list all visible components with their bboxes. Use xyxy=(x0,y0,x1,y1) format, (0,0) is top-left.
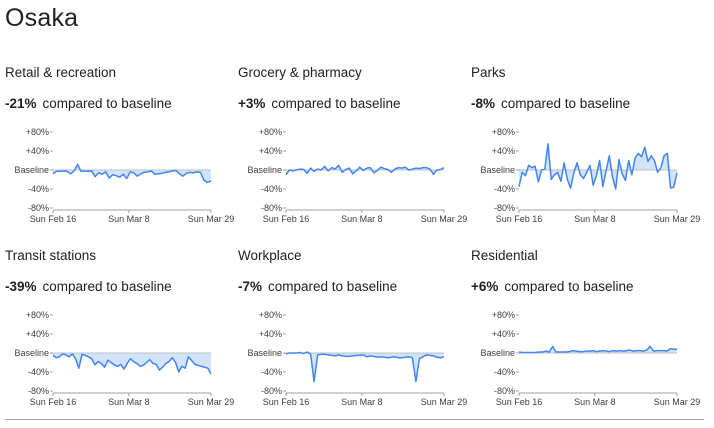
panel-transit-stations: Transit stations -39% compared to baseline… xyxy=(5,248,235,428)
x-tick-label: Sun Feb 16 xyxy=(263,214,310,224)
y-tick-label: +80% xyxy=(26,310,49,320)
panel-residential: Residential +6% compared to baseline +80% +4… xyxy=(471,248,701,428)
category-title: Transit stations xyxy=(5,248,97,263)
y-tick-label: Baseline xyxy=(480,165,515,175)
y-tick-label: -80% xyxy=(494,203,515,213)
x-tick-label: Sun Feb 16 xyxy=(30,397,77,407)
y-tick-label: +40% xyxy=(26,329,49,339)
panel-parks: Parks -8% compared to baseline +80% +40% Base… xyxy=(471,65,701,245)
summary-line: +3% compared to baseline xyxy=(238,96,401,111)
x-tick-label: Sun Mar 8 xyxy=(574,214,616,224)
y-tick-label: +40% xyxy=(492,146,515,156)
bottom-divider xyxy=(5,419,704,420)
y-tick-label: Baseline xyxy=(480,348,515,358)
y-tick-label: +80% xyxy=(492,127,515,137)
y-tick-label: -80% xyxy=(261,386,282,396)
x-tick-label: Sun Feb 16 xyxy=(496,397,543,407)
summary-line: -21% compared to baseline xyxy=(5,96,172,111)
y-tick-label: -40% xyxy=(28,367,49,377)
x-tick-label: Sun Mar 8 xyxy=(341,397,383,407)
chart-retail-and-recreation: +80% +40% Baseline -40% -80%Sun Feb 16 Sun Ma… xyxy=(14,127,235,224)
chart-parks: +80% +40% Baseline -40% -80%Sun Feb 16 Sun Ma… xyxy=(480,127,701,224)
summary-line: -7% compared to baseline xyxy=(238,279,397,294)
y-tick-label: +80% xyxy=(259,310,282,320)
y-tick-label: +40% xyxy=(259,329,282,339)
y-tick-label: +80% xyxy=(259,127,282,137)
panel-workplace: Workplace -7% compared to baseline +80% +40%… xyxy=(238,248,468,428)
panel-grocery-and-pharmacy: Grocery & pharmacy +3% compared to baselin… xyxy=(238,65,468,245)
change-percent: -8% xyxy=(471,96,496,111)
chart-grocery-and-pharmacy: +80% +40% Baseline -40% -80%Sun Feb 16 Sun Ma… xyxy=(247,127,468,224)
x-tick-label: Sun Mar 29 xyxy=(654,214,701,224)
x-tick-label: Sun Feb 16 xyxy=(263,397,310,407)
change-percent: +3% xyxy=(238,96,266,111)
change-percent: -39% xyxy=(5,279,37,294)
y-tick-label: Baseline xyxy=(14,348,49,358)
compared-label: compared to baseline xyxy=(501,96,631,111)
y-tick-label: -40% xyxy=(494,367,515,377)
series-line xyxy=(285,164,445,176)
y-tick-label: -40% xyxy=(261,184,282,194)
change-percent: -21% xyxy=(5,96,37,111)
x-tick-label: Sun Mar 29 xyxy=(188,397,235,407)
category-title: Retail & recreation xyxy=(5,65,117,80)
y-tick-label: -40% xyxy=(494,184,515,194)
category-title: Parks xyxy=(471,65,506,80)
y-tick-label: Baseline xyxy=(247,165,282,175)
series-line xyxy=(52,353,212,375)
y-tick-label: -80% xyxy=(28,386,49,396)
series-line xyxy=(518,345,677,354)
category-title: Residential xyxy=(471,248,538,263)
y-tick-label: +80% xyxy=(492,310,515,320)
x-tick-label: Sun Feb 16 xyxy=(30,214,77,224)
x-tick-label: Sun Mar 29 xyxy=(188,214,235,224)
y-tick-label: -80% xyxy=(494,386,515,396)
y-tick-label: +40% xyxy=(259,146,282,156)
y-tick-label: -80% xyxy=(261,203,282,213)
summary-line: -39% compared to baseline xyxy=(5,279,172,294)
x-tick-label: Sun Mar 8 xyxy=(341,214,383,224)
compared-label: compared to baseline xyxy=(42,96,172,111)
y-tick-label: -80% xyxy=(28,203,49,213)
x-tick-label: Sun Mar 8 xyxy=(574,397,616,407)
y-tick-label: +40% xyxy=(492,329,515,339)
chart-workplace: +80% +40% Baseline -40% -80%Sun Feb 16 Sun Ma… xyxy=(247,310,468,407)
x-tick-label: Sun Mar 8 xyxy=(108,214,150,224)
category-title: Grocery & pharmacy xyxy=(238,65,362,80)
compared-label: compared to baseline xyxy=(504,279,634,294)
compared-label: compared to baseline xyxy=(268,279,398,294)
change-percent: +6% xyxy=(471,279,499,294)
y-tick-label: -40% xyxy=(261,367,282,377)
x-tick-label: Sun Feb 16 xyxy=(496,214,543,224)
chart-residential: +80% +40% Baseline -40% -80%Sun Feb 16 Sun Ma… xyxy=(480,310,701,407)
x-tick-label: Sun Mar 8 xyxy=(108,397,150,407)
panel-retail-and-recreation: Retail & recreation -21% compared to basel… xyxy=(5,65,235,245)
y-tick-label: +80% xyxy=(26,127,49,137)
page-title: Osaka xyxy=(5,4,79,32)
series-line xyxy=(518,143,678,190)
compared-label: compared to baseline xyxy=(271,96,401,111)
summary-line: -8% compared to baseline xyxy=(471,96,630,111)
category-title: Workplace xyxy=(238,248,302,263)
summary-line: +6% compared to baseline xyxy=(471,279,634,294)
y-tick-label: Baseline xyxy=(247,348,282,358)
compared-label: compared to baseline xyxy=(42,279,172,294)
x-tick-label: Sun Mar 29 xyxy=(421,214,468,224)
x-tick-label: Sun Mar 29 xyxy=(654,397,701,407)
y-tick-label: +40% xyxy=(26,146,49,156)
change-percent: -7% xyxy=(238,279,263,294)
series-line xyxy=(52,163,212,184)
series-line xyxy=(285,351,445,383)
y-tick-label: Baseline xyxy=(14,165,49,175)
chart-transit-stations: +80% +40% Baseline -40% -80%Sun Feb 16 Sun Ma… xyxy=(14,310,235,407)
y-tick-label: -40% xyxy=(28,184,49,194)
x-tick-label: Sun Mar 29 xyxy=(421,397,468,407)
